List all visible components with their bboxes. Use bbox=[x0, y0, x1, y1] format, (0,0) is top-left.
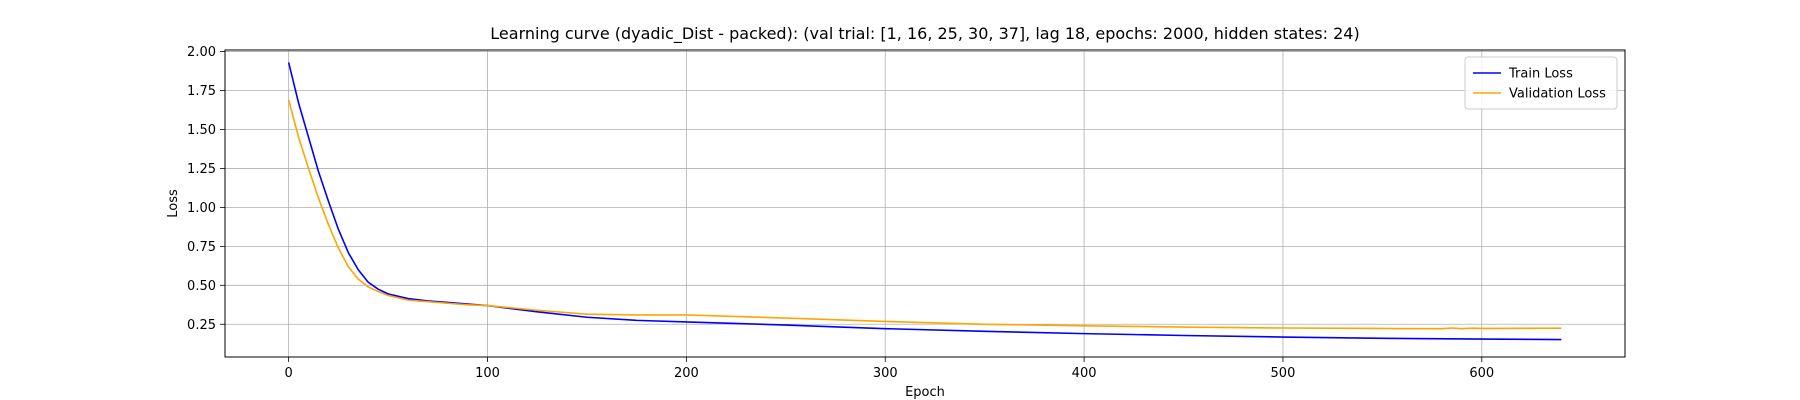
legend: Train Loss Validation Loss bbox=[1464, 56, 1618, 110]
x-tick-label: 600 bbox=[1469, 366, 1494, 381]
series-lines bbox=[287, 62, 1562, 341]
y-tick-label: 0.50 bbox=[187, 279, 216, 294]
chart-title: Learning curve (dyadic_Dist - packed): (… bbox=[490, 24, 1359, 44]
y-tick-label: 1.50 bbox=[187, 123, 216, 138]
y-tick-label: 0.25 bbox=[187, 318, 216, 333]
y-tick-label: 0.75 bbox=[187, 240, 216, 255]
axis-ticks: 0 100 200 300 400 500 600 0.25 0.50 0.75 1.00 1.25 1… bbox=[187, 45, 1494, 381]
plot-area bbox=[225, 50, 1625, 357]
y-tick-label: 2.00 bbox=[187, 45, 216, 60]
x-tick-label: 300 bbox=[873, 366, 898, 381]
legend-box bbox=[1464, 56, 1618, 110]
y-tick-label: 1.00 bbox=[187, 201, 216, 216]
x-tick-label: 200 bbox=[674, 366, 699, 381]
grid-lines bbox=[225, 50, 1625, 357]
y-tick-label: 1.75 bbox=[187, 84, 216, 99]
y-tick-label: 1.25 bbox=[187, 162, 216, 177]
x-tick-label: 500 bbox=[1271, 366, 1296, 381]
legend-label: Train Loss bbox=[1508, 67, 1573, 82]
x-axis-label: Epoch bbox=[905, 385, 945, 400]
x-tick-label: 400 bbox=[1072, 366, 1097, 381]
x-tick-label: 0 bbox=[284, 366, 292, 381]
series-line-validation-loss bbox=[287, 99, 1562, 330]
legend-label: Validation Loss bbox=[1509, 87, 1606, 102]
y-axis-label: Loss bbox=[166, 189, 181, 218]
plot-frame bbox=[224, 49, 1626, 358]
x-tick-label: 100 bbox=[475, 366, 500, 381]
